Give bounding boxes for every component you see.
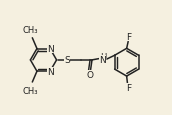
Text: N: N [47,45,53,54]
Text: H: H [100,52,107,61]
Text: O: O [87,70,94,79]
Text: N: N [47,67,53,76]
Text: F: F [126,83,131,92]
Text: CH₃: CH₃ [22,86,38,95]
Text: N: N [99,55,106,64]
Text: F: F [126,33,132,42]
Text: S: S [64,56,70,65]
Text: CH₃: CH₃ [22,26,38,35]
